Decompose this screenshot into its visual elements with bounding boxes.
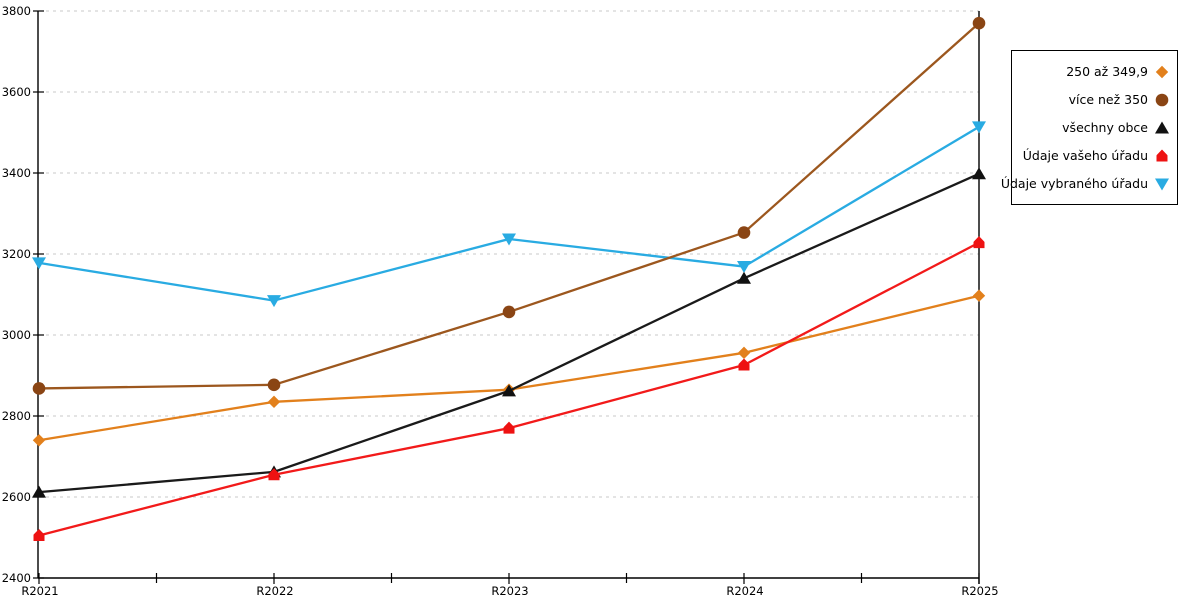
- y-tick-label: 3200: [2, 247, 31, 261]
- series-4: [32, 121, 986, 308]
- series-1: [32, 16, 986, 395]
- series-line: [37, 172, 981, 494]
- data-point-marker: [503, 421, 515, 434]
- legend-label: 250 až 349,9: [1066, 64, 1148, 79]
- legend-label: všechny obce: [1062, 120, 1148, 135]
- data-point-marker: [1155, 178, 1169, 190]
- diamond-legend-marker-icon: [1155, 65, 1169, 78]
- data-point-marker: [973, 236, 985, 249]
- data-point-marker: [502, 384, 516, 397]
- legend-label: Údaje vybraného úřadu: [1000, 176, 1148, 191]
- data-point-marker: [737, 261, 751, 274]
- x-tick-label: R2025: [961, 584, 998, 598]
- data-point-marker: [1155, 93, 1169, 106]
- legend-item: Údaje vašeho úřadu: [1012, 142, 1177, 170]
- legend-item: Údaje vybraného úřadu: [1001, 170, 1177, 198]
- data-point-marker: [502, 305, 516, 319]
- data-point-marker: [267, 378, 281, 392]
- y-tick-label: 3600: [2, 85, 31, 99]
- triangle-down-legend-marker-icon: [1155, 178, 1169, 190]
- legend-item: více než 350: [1012, 86, 1177, 114]
- data-point-marker: [1155, 121, 1169, 133]
- data-point-marker: [32, 434, 46, 447]
- x-tick-label: R2021: [21, 584, 58, 598]
- x-tick-label: R2022: [256, 584, 293, 598]
- data-point-marker: [738, 358, 750, 371]
- data-point-marker: [267, 295, 281, 308]
- y-tick-label: 2400: [2, 571, 31, 585]
- pentagon-up-legend-marker-icon: [1156, 149, 1168, 161]
- data-point-marker: [1155, 65, 1169, 78]
- series-3: [33, 236, 985, 541]
- x-tick-label: R2023: [491, 584, 528, 598]
- triangle-up-legend-marker-icon: [1155, 121, 1169, 133]
- data-point-marker: [32, 382, 46, 395]
- y-tick-label: 3800: [2, 4, 31, 18]
- legend-item: 250 až 349,9: [1012, 58, 1177, 86]
- data-point-marker: [32, 485, 46, 498]
- data-point-marker: [268, 468, 280, 481]
- legend-label: Údaje vašeho úřadu: [1022, 148, 1148, 163]
- y-tick-label: 2800: [2, 409, 31, 423]
- circle-legend-marker-icon: [1155, 93, 1169, 106]
- data-point-marker: [972, 121, 986, 134]
- data-point-marker: [32, 257, 46, 270]
- data-point-marker: [1156, 149, 1168, 161]
- data-point-marker: [737, 271, 751, 284]
- legend-item: všechny obce: [1012, 114, 1177, 142]
- series-line: [37, 125, 981, 302]
- data-point-marker: [502, 233, 516, 246]
- data-point-marker: [737, 346, 751, 360]
- data-point-marker: [737, 226, 751, 239]
- data-point-marker: [972, 289, 986, 302]
- data-point-marker: [972, 16, 986, 30]
- data-point-marker: [267, 395, 281, 409]
- x-tick-label: R2024: [726, 584, 763, 598]
- y-tick-label: 3400: [2, 166, 31, 180]
- legend-label: více než 350: [1068, 92, 1148, 107]
- data-point-marker: [972, 167, 986, 180]
- series-2: [32, 167, 986, 498]
- series-line: [37, 21, 981, 390]
- y-tick-label: 3000: [2, 328, 31, 342]
- data-point-marker: [33, 528, 45, 541]
- legend: 250 až 349,9 více než 350 všechny obce Údaj…: [1001, 50, 1178, 205]
- y-tick-label: 2600: [2, 490, 31, 504]
